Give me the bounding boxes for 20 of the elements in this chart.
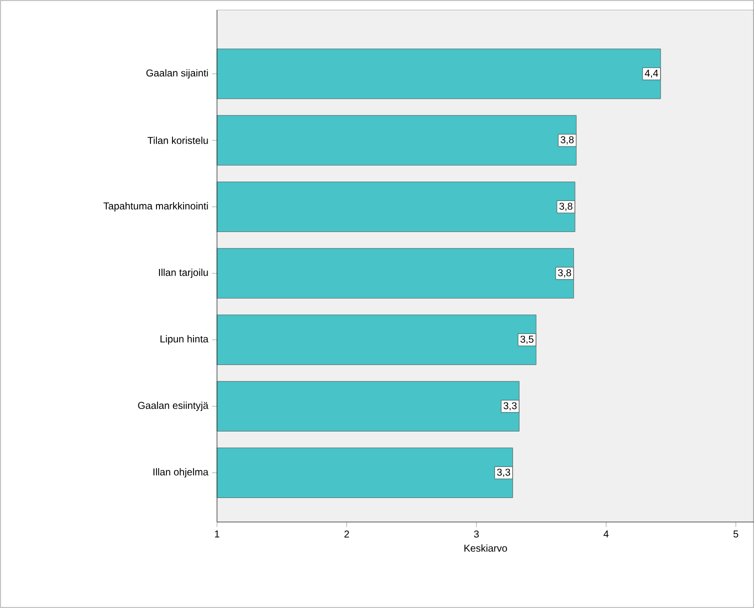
y-tick-label: Tilan koristelu	[148, 136, 208, 144]
data-label: 3,3	[504, 402, 517, 410]
y-tick-label: Tapahtuma markkinointi	[103, 202, 208, 212]
data-label: 3,5	[520, 336, 534, 344]
y-tick-label: Illan tarjoilu	[159, 268, 208, 278]
data-label: 3,8	[559, 202, 572, 211]
y-tick-label: Gaalan sijainti	[146, 69, 208, 78]
x-axis-title: Keskiarvo	[464, 544, 507, 552]
x-tick-label: 4	[604, 530, 609, 538]
x-tick-label: 2	[344, 530, 349, 538]
y-tick-label: Lipun hinta	[160, 335, 208, 344]
y-tick-label: Gaalan esiintyjä	[138, 402, 208, 411]
data-label: 3,8	[558, 269, 572, 278]
y-tick-label: Illan ohjelma	[153, 468, 208, 478]
data-label: 3,8	[560, 136, 574, 144]
data-label: 4,4	[644, 70, 658, 78]
x-tick-label: 3	[474, 530, 479, 538]
x-tick-label: 1	[214, 530, 220, 538]
x-tick-label: 5	[733, 530, 738, 538]
data-label: 3,3	[497, 468, 510, 477]
